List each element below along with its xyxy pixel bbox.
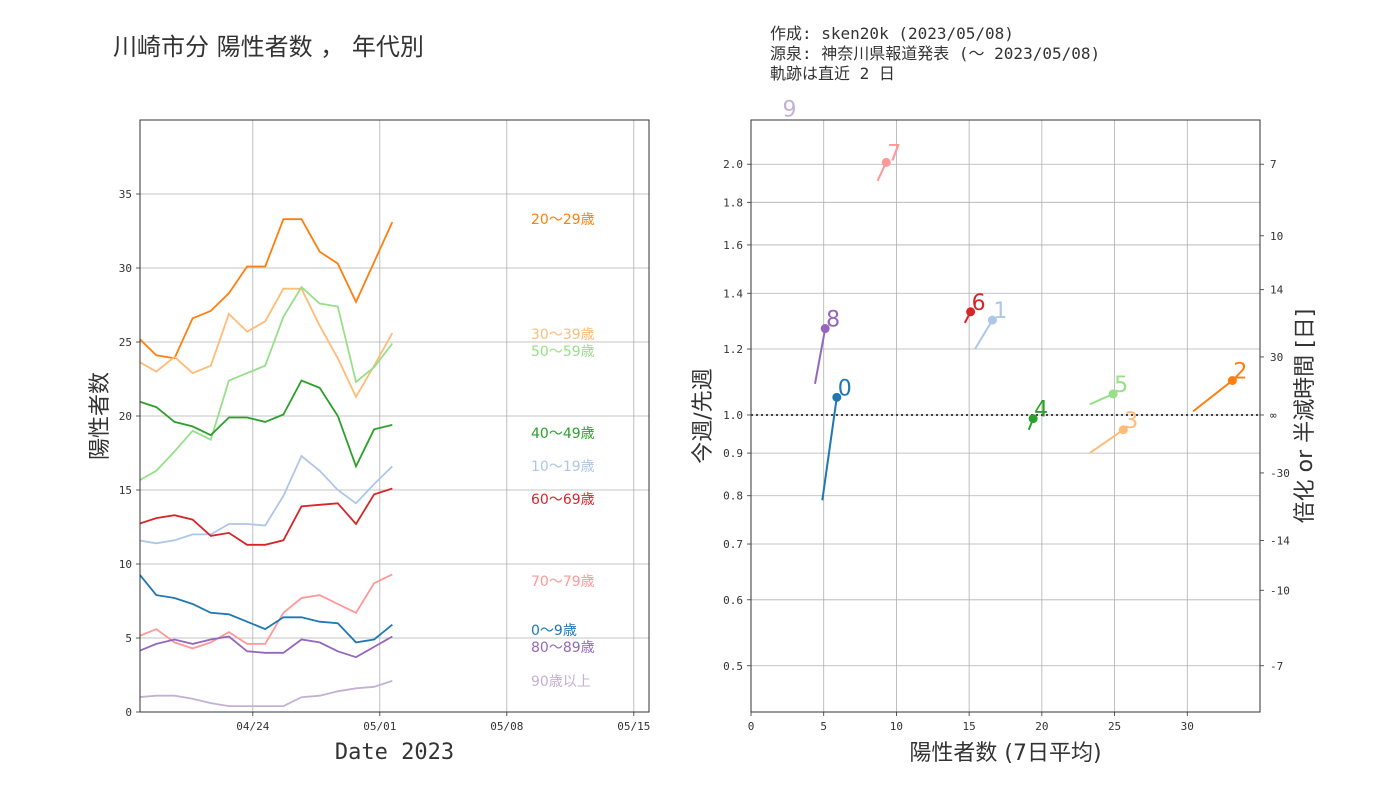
x-tick-label: 05/08 <box>490 720 523 733</box>
y-tick-label: 20 <box>119 410 132 423</box>
y-tick-label: 0.9 <box>723 447 743 460</box>
point-8 <box>820 324 830 334</box>
y2-tick-label: 10 <box>1270 230 1283 243</box>
y-tick-label: 1.8 <box>723 196 743 209</box>
x-axis-label: 陽性者数 (7日平均) <box>909 741 1101 766</box>
x-tick-label: 05/15 <box>617 720 650 733</box>
series-line-0 <box>140 218 394 360</box>
y2-tick-label: 7 <box>1270 158 1277 171</box>
y-tick-label: 0.7 <box>723 538 743 551</box>
series-label: 40～49歳 <box>531 426 595 442</box>
y-tick-label: 1.0 <box>723 409 743 422</box>
y2-tick-label: 14 <box>1270 284 1284 297</box>
y2-tick-label: -14 <box>1270 534 1290 547</box>
trail-2 <box>1192 379 1234 413</box>
point-4 <box>1028 414 1038 424</box>
x-tick-label: 30 <box>1181 720 1194 733</box>
series-label: 0～9歳 <box>531 623 577 639</box>
points-group: 0 1 2 3 4 5 6 7 8 9 <box>783 97 1247 501</box>
trail-0 <box>821 397 838 501</box>
point-label-7: 7 <box>887 141 901 166</box>
y-tick-label: 0.8 <box>723 490 743 503</box>
series-label: 80～89歳 <box>531 640 595 656</box>
y2-tick-label: 30 <box>1270 351 1283 364</box>
point-5 <box>1108 389 1118 399</box>
series-label: 10～19歳 <box>531 459 595 475</box>
series-group <box>140 218 394 707</box>
trail-3 <box>1089 428 1124 454</box>
series-line-1 <box>140 287 394 399</box>
scatter-chart-ratio: 0 5 10 15 20 25 300.50.60.70.80.91.01.21.41.61… <box>691 97 1318 766</box>
y-tick-label: 5 <box>125 632 132 645</box>
point-label-6: 6 <box>972 291 986 316</box>
y-axis-label: 陽性者数 <box>88 372 113 460</box>
x-axis-label: Date 2023 <box>335 740 454 765</box>
x-tick-label: 0 <box>748 720 755 733</box>
point-label-5: 5 <box>1114 373 1128 398</box>
trail-1 <box>974 319 994 350</box>
x-tick-label: 25 <box>1108 720 1121 733</box>
y-tick-label: 1.4 <box>723 287 743 300</box>
x-tick-label: 04/24 <box>236 720 269 733</box>
y2-tick-label: -30 <box>1270 467 1290 480</box>
y-tick-label: 2.0 <box>723 158 743 171</box>
credit-author: 作成: sken20k (2023/05/08) <box>770 24 1014 43</box>
y-tick-label: 1.6 <box>723 239 743 252</box>
series-label: 30～39歳 <box>531 327 595 343</box>
point-label-3: 3 <box>1124 409 1138 434</box>
y-tick-label: 0.5 <box>723 660 743 673</box>
point-1 <box>987 315 997 325</box>
series-label: 60～69歳 <box>531 492 595 508</box>
x-tick-label: 05/01 <box>363 720 396 733</box>
series-line-9 <box>140 680 393 707</box>
series-line-8 <box>140 635 393 659</box>
point-label-8: 8 <box>826 308 840 333</box>
series-line-2 <box>140 285 394 482</box>
y-tick-label: 15 <box>119 484 132 497</box>
y-tick-label: 30 <box>119 262 132 275</box>
y-tick-label: 0.6 <box>723 594 743 607</box>
y2-tick-label: -10 <box>1270 584 1290 597</box>
y-axis-label: 今週/先週 <box>691 368 716 463</box>
point-label-1: 1 <box>993 299 1007 324</box>
point-6 <box>966 307 976 317</box>
series-label: 90歳以上 <box>531 674 591 690</box>
series-label: 50～59歳 <box>531 344 595 360</box>
credit-trail-note: 軌跡は直近 2 日 <box>770 64 895 83</box>
x-tick-label: 15 <box>963 720 976 733</box>
y2-axis-label: 倍化 or 半減時間 [日] <box>1293 309 1318 524</box>
plot-frame <box>139 119 650 713</box>
x-tick-label: 10 <box>890 720 903 733</box>
series-line-5 <box>140 487 393 546</box>
y2-tick-label: -7 <box>1270 660 1283 673</box>
point-0 <box>832 392 842 402</box>
series-label: 70～79歳 <box>531 574 595 590</box>
chart-title: 川崎市分 陽性者数 ， 年代別 <box>113 33 424 61</box>
y-tick-label: 10 <box>119 558 132 571</box>
y-tick-label: 0 <box>125 706 132 719</box>
credit-source: 源泉: 神奈川県報道発表 (～ 2023/05/08) <box>770 44 1100 63</box>
point-label-4: 4 <box>1034 398 1048 423</box>
y-tick-label: 35 <box>119 188 132 201</box>
plot-frame <box>750 119 1261 713</box>
point-2 <box>1227 376 1237 386</box>
series-line-7 <box>140 573 393 644</box>
x-tick-label: 20 <box>1035 720 1048 733</box>
point-3 <box>1118 425 1128 435</box>
y2-tick-label: ∞ <box>1270 409 1277 422</box>
point-label-2: 2 <box>1233 360 1247 385</box>
point-label-9: 9 <box>783 97 797 122</box>
series-line-3 <box>140 379 393 469</box>
series-label: 20～29歳 <box>531 212 595 228</box>
point-7 <box>881 157 891 167</box>
line-chart-by-age: 0 5 10 15 20 25 30 35 04/24 05/01 05/08 05/15 20～29歳… <box>88 119 650 765</box>
series-line-6 <box>140 573 393 650</box>
point-label-0: 0 <box>838 376 852 401</box>
x-tick-label: 5 <box>820 720 827 733</box>
y-tick-label: 25 <box>119 336 132 349</box>
trail-8 <box>814 328 827 384</box>
y-tick-label: 1.2 <box>723 343 743 356</box>
series-line-4 <box>140 454 393 545</box>
